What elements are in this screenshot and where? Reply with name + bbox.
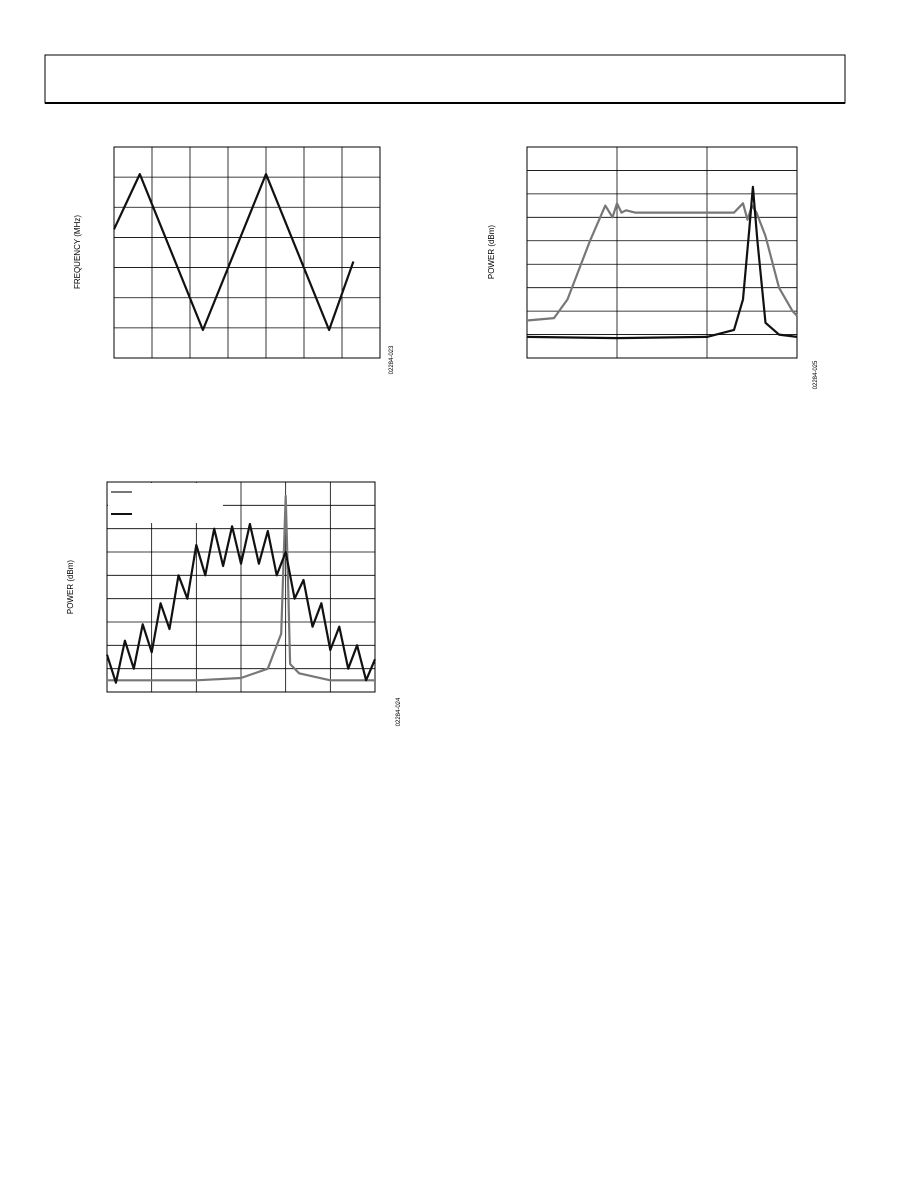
plot-frame	[113, 146, 381, 359]
figure-code: 02284-023	[389, 345, 395, 374]
figure-code: 02284-024	[396, 697, 402, 726]
header-box	[44, 54, 846, 104]
y-axis-label: POWER (dBm)	[487, 225, 496, 280]
legend-box	[108, 483, 223, 523]
data-line	[526, 202, 798, 322]
data-line	[526, 185, 798, 340]
y-axis-label: POWER (dBm)	[66, 560, 75, 615]
figure-code: 02284-025	[813, 360, 819, 389]
y-axis-label: FREQUENCY (MHz)	[73, 215, 82, 289]
data-line	[107, 494, 375, 682]
data-line	[105, 522, 377, 684]
data-line	[113, 173, 355, 332]
plot-frame	[526, 146, 798, 359]
